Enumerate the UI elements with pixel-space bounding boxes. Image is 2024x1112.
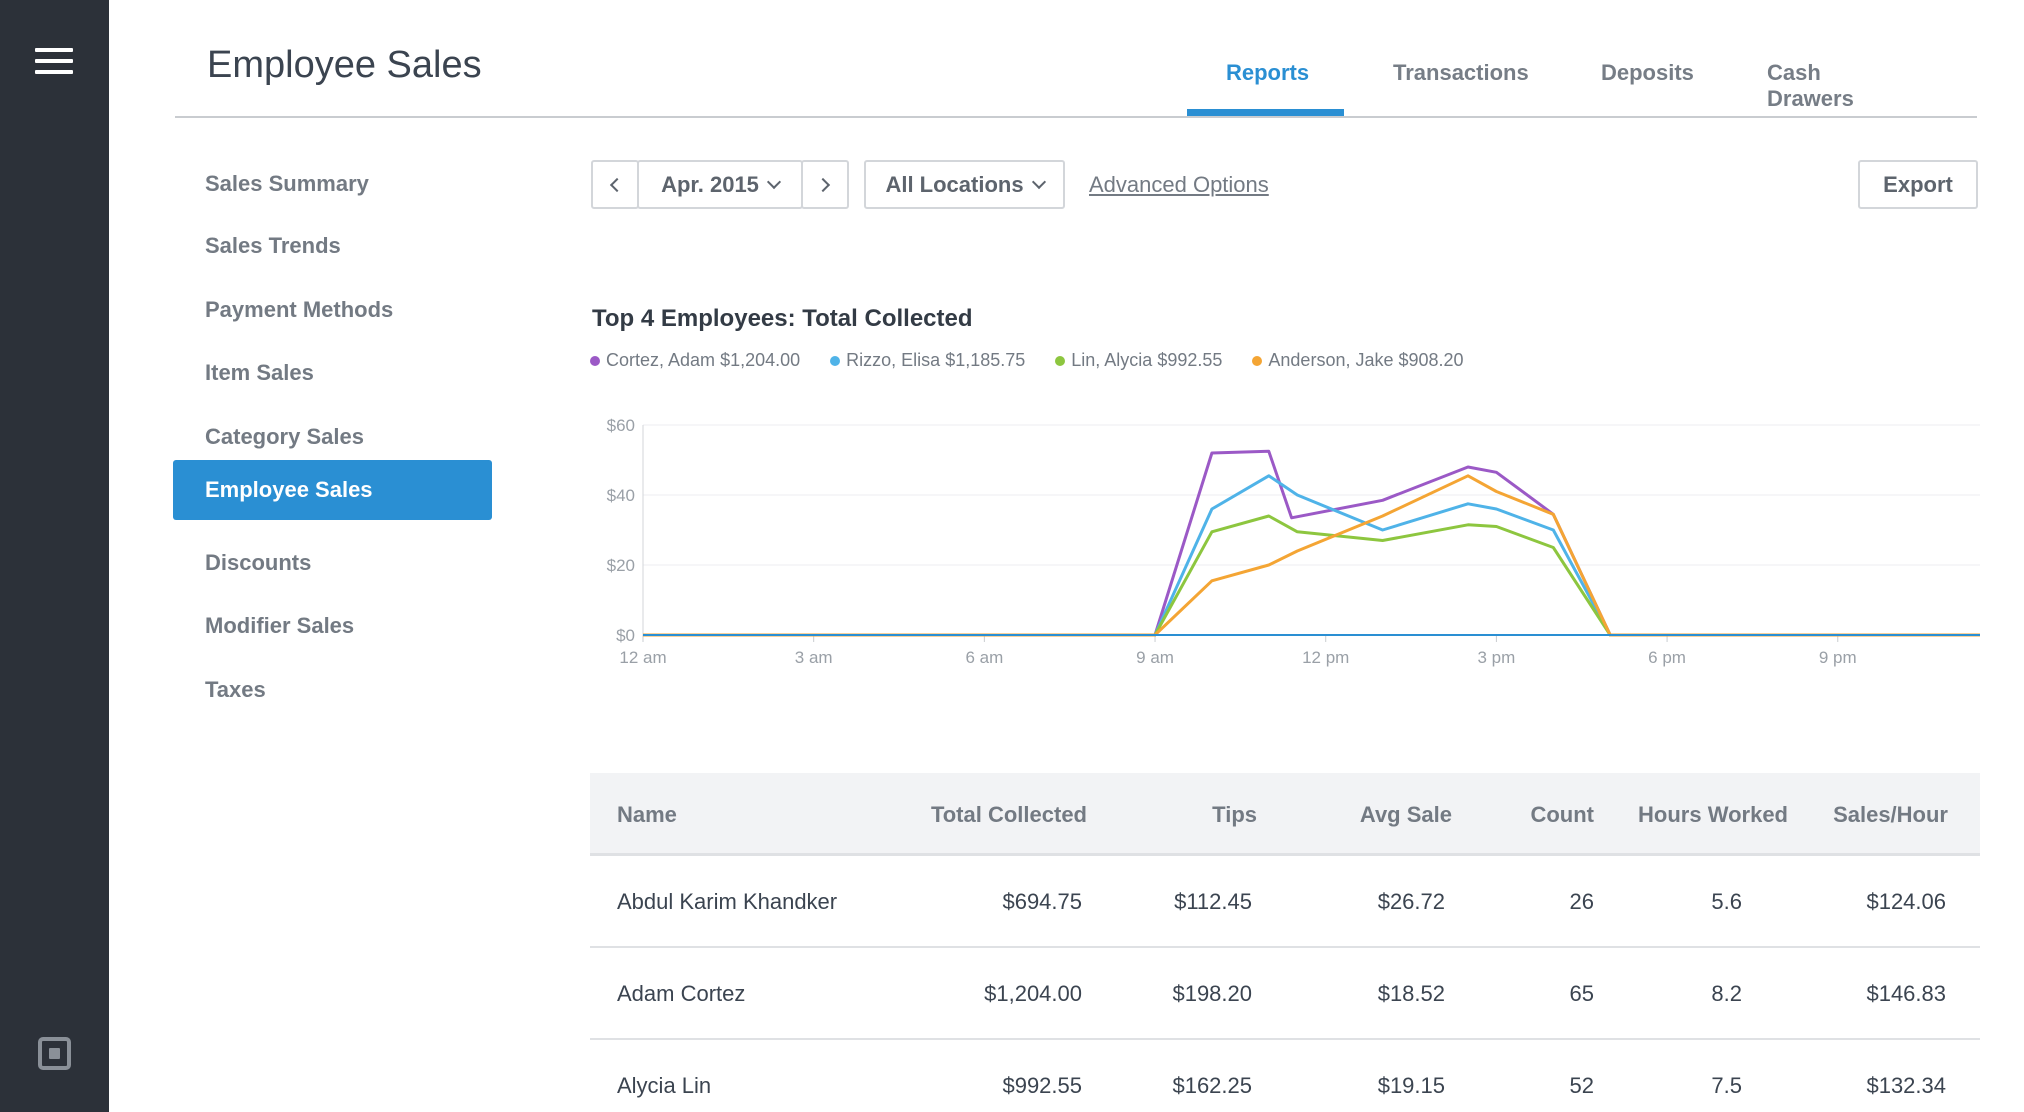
legend-total: $992.55 bbox=[1157, 350, 1223, 370]
cell-sales-per-hour: $132.34 bbox=[1866, 1073, 1946, 1098]
y-tick-label: $60 bbox=[607, 416, 635, 435]
header-divider bbox=[175, 116, 1977, 118]
app-rail bbox=[0, 0, 109, 1112]
employee-sales-line-chart: $0 $20 $40 $60 12 am 3 am 6 am 9 am 12 pm 3 pm 6 p… bbox=[607, 416, 1980, 667]
chevron-left-icon bbox=[609, 177, 625, 192]
x-tick-label: 6 pm bbox=[1648, 648, 1686, 667]
advanced-options-link[interactable]: Advanced Options bbox=[1089, 172, 1269, 197]
location-label: All Locations bbox=[885, 171, 1024, 197]
legend-name: Lin, Alycia bbox=[1071, 350, 1153, 370]
cell-avg-sale: $26.72 bbox=[1377, 889, 1445, 914]
cell-hours-worked: 5.6 bbox=[1711, 889, 1742, 914]
x-tick-label: 3 pm bbox=[1478, 648, 1516, 667]
chevron-down-icon bbox=[1031, 174, 1046, 189]
cell-count: 52 bbox=[1569, 1073, 1594, 1098]
legend-name: Anderson, Jake bbox=[1268, 350, 1394, 370]
column-header-name[interactable]: Name bbox=[617, 802, 677, 827]
cell-name: Alycia Lin bbox=[617, 1073, 712, 1098]
x-tick-label: 9 am bbox=[1136, 648, 1174, 667]
month-selector[interactable]: Apr. 2015 bbox=[637, 160, 803, 209]
hamburger-menu-icon[interactable] bbox=[35, 48, 73, 74]
y-tick-label: $20 bbox=[607, 556, 635, 575]
cell-tips: $112.45 bbox=[1174, 889, 1252, 914]
square-logo-icon[interactable] bbox=[38, 1037, 71, 1070]
next-month-button[interactable] bbox=[801, 160, 849, 209]
cell-count: 26 bbox=[1569, 889, 1594, 914]
legend-dot bbox=[1055, 355, 1066, 366]
legend-name: Rizzo, Elisa bbox=[846, 350, 941, 370]
x-tick-label: 12 am bbox=[619, 648, 666, 667]
legend-item-lin: Lin, Alycia $992.55 bbox=[1055, 350, 1222, 371]
x-tick-label: 3 am bbox=[795, 648, 833, 667]
chevron-down-icon bbox=[766, 174, 781, 189]
column-header-avg-sale[interactable]: Avg Sale bbox=[1359, 802, 1452, 827]
sidebar-item-modifier-sales[interactable]: Modifier Sales bbox=[205, 613, 355, 638]
cell-name: Abdul Karim Khandker bbox=[617, 889, 838, 914]
column-header-tips[interactable]: Tips bbox=[1212, 802, 1257, 827]
cell-tips: $198.20 bbox=[1172, 981, 1252, 1006]
series-line-0 bbox=[643, 449, 1980, 637]
tab-reports[interactable]: Reports bbox=[1226, 60, 1310, 85]
sidebar-item-sales-trends[interactable]: Sales Trends bbox=[205, 233, 341, 258]
legend-item-anderson: Anderson, Jake $908.20 bbox=[1252, 350, 1464, 371]
x-tick-label: 12 pm bbox=[1302, 648, 1349, 667]
column-header-sales-per-hour[interactable]: Sales/Hour bbox=[1833, 802, 1948, 827]
legend-item-cortez: Cortez, Adam $1,204.00 bbox=[590, 350, 800, 371]
cell-hours-worked: 7.5 bbox=[1711, 1073, 1742, 1098]
sidebar-item-payment-methods[interactable]: Payment Methods bbox=[205, 297, 394, 322]
legend-dot bbox=[590, 355, 600, 366]
cell-total-collected: $1,204.00 bbox=[984, 981, 1082, 1006]
table-row[interactable]: Abdul Karim Khandker $694.75 $112.45 $26… bbox=[590, 856, 1980, 948]
chart-legend: Cortez, Adam $1,204.00 Rizzo, Elisa $1,1… bbox=[590, 350, 1494, 371]
legend-dot bbox=[830, 355, 841, 366]
cell-avg-sale: $18.52 bbox=[1377, 981, 1445, 1006]
legend-dot bbox=[1252, 355, 1263, 366]
cell-name: Adam Cortez bbox=[617, 981, 746, 1006]
cell-tips: $162.25 bbox=[1172, 1073, 1252, 1098]
employee-sales-table: Name Total Collected Tips Avg Sale Count… bbox=[590, 773, 1980, 1112]
series-line-1 bbox=[643, 474, 1980, 637]
column-header-count[interactable]: Count bbox=[1530, 802, 1594, 827]
table-header: Name Total Collected Tips Avg Sale Count… bbox=[590, 773, 1980, 856]
sidebar-item-taxes[interactable]: Taxes bbox=[205, 677, 266, 702]
table-row[interactable]: Alycia Lin $992.55 $162.25 $19.15 52 7.5… bbox=[590, 1040, 1980, 1112]
tab-cash-drawers[interactable]: Cash Drawers bbox=[1767, 60, 1854, 111]
legend-item-rizzo: Rizzo, Elisa $1,185.75 bbox=[830, 350, 1025, 371]
legend-total: $908.20 bbox=[1398, 350, 1464, 370]
chart-title: Top 4 Employees: Total Collected bbox=[592, 305, 973, 332]
sidebar-item-employee-sales[interactable]: Employee Sales bbox=[173, 460, 492, 520]
cell-avg-sale: $19.15 bbox=[1377, 1073, 1445, 1098]
cell-total-collected: $992.55 bbox=[1002, 1073, 1082, 1098]
series-line-3 bbox=[643, 474, 1980, 637]
sidebar-item-sales-summary[interactable]: Sales Summary bbox=[205, 171, 369, 196]
table-row[interactable]: Adam Cortez $1,204.00 $198.20 $18.52 65 … bbox=[590, 948, 1980, 1040]
tab-transactions[interactable]: Transactions bbox=[1393, 60, 1529, 85]
y-tick-label: $0 bbox=[616, 626, 635, 645]
sidebar-item-discounts[interactable]: Discounts bbox=[205, 550, 312, 575]
x-tick-label: 6 am bbox=[965, 648, 1003, 667]
column-header-hours-worked[interactable]: Hours Worked bbox=[1638, 802, 1788, 827]
y-tick-label: $40 bbox=[607, 486, 635, 505]
column-header-total-collected[interactable]: Total Collected bbox=[930, 802, 1087, 827]
cell-sales-per-hour: $124.06 bbox=[1866, 889, 1946, 914]
export-button[interactable]: Export bbox=[1858, 160, 1978, 209]
x-tick-label: 9 pm bbox=[1819, 648, 1857, 667]
series-line-2 bbox=[643, 514, 1980, 637]
sidebar-item-category-sales[interactable]: Category Sales bbox=[205, 424, 364, 449]
legend-total: $1,185.75 bbox=[945, 350, 1026, 370]
active-tab-indicator bbox=[1187, 109, 1344, 117]
cell-total-collected: $694.75 bbox=[1002, 889, 1082, 914]
cell-count: 65 bbox=[1569, 981, 1594, 1006]
previous-month-button[interactable] bbox=[591, 160, 639, 209]
month-label: Apr. 2015 bbox=[661, 171, 759, 197]
tab-deposits[interactable]: Deposits bbox=[1601, 60, 1694, 85]
page-title: Employee Sales bbox=[207, 44, 482, 86]
cell-sales-per-hour: $146.83 bbox=[1866, 981, 1946, 1006]
legend-name: Cortez, Adam bbox=[606, 350, 716, 370]
sidebar-item-item-sales[interactable]: Item Sales bbox=[205, 360, 314, 385]
cell-hours-worked: 8.2 bbox=[1711, 981, 1742, 1006]
location-selector[interactable]: All Locations bbox=[864, 160, 1065, 209]
legend-total: $1,204.00 bbox=[720, 350, 801, 370]
chevron-right-icon bbox=[815, 177, 831, 192]
